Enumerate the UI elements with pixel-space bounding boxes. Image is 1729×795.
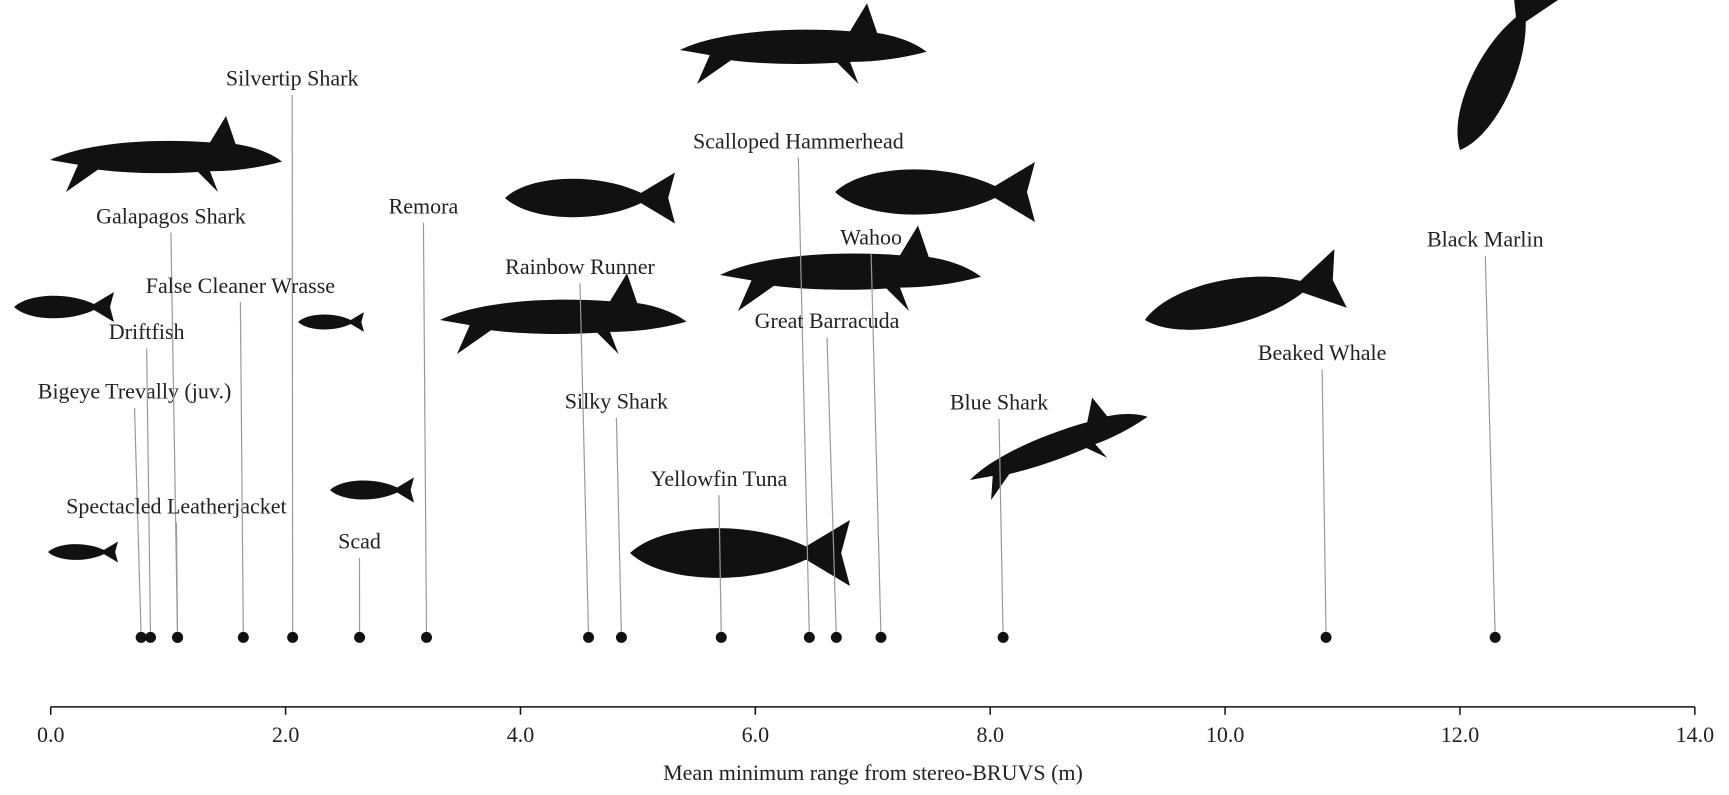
leader-line [999, 419, 1003, 637]
data-point [616, 632, 627, 643]
silhouette [505, 173, 675, 224]
x-axis-title: Mean minimum range from stereo-BRUVS (m) [663, 760, 1083, 785]
silhouette [680, 3, 927, 84]
leader-line [135, 408, 142, 637]
point-label: Yellowfin Tuna [651, 466, 788, 491]
leader-line [176, 523, 177, 638]
point-label: Wahoo [840, 224, 902, 249]
x-tick-label: 0.0 [37, 722, 65, 747]
x-tick-label: 8.0 [976, 722, 1004, 747]
silhouette [835, 162, 1035, 222]
data-point [145, 632, 156, 643]
leader-line [1485, 256, 1495, 638]
data-point [136, 632, 147, 643]
leader-line [580, 283, 589, 637]
data-point [583, 632, 594, 643]
point-label: Silvertip Shark [226, 66, 359, 91]
point-label: Black Marlin [1427, 227, 1544, 252]
data-point [421, 632, 432, 643]
silhouette [48, 542, 118, 563]
point-label: Silky Shark [565, 389, 668, 414]
data-point [716, 632, 727, 643]
leader-line [423, 223, 426, 638]
chart: Mean minimum range from stereo-BRUVS (m)… [0, 0, 1729, 790]
leader-line [798, 158, 809, 638]
point-label: Galapagos Shark [96, 203, 246, 228]
data-point [238, 632, 249, 643]
point-label: Blue Shark [950, 390, 1048, 415]
data-point [1490, 632, 1501, 643]
page: {"chart_data": { "type": "dot-strip", "x… [0, 0, 1729, 790]
data-point [998, 632, 1009, 643]
x-tick-label: 4.0 [507, 722, 535, 747]
data-point [1321, 632, 1332, 643]
silhouette [1436, 0, 1561, 161]
leader-line [616, 418, 621, 637]
point-label: Beaked Whale [1258, 340, 1386, 365]
point-label: Remora [389, 193, 459, 218]
leader-line [1322, 369, 1326, 637]
point-label: Scalloped Hammerhead [693, 128, 904, 153]
data-point [804, 632, 815, 643]
x-tick-label: 10.0 [1206, 722, 1245, 747]
data-point [875, 632, 886, 643]
silhouette [1139, 249, 1347, 349]
silhouette [330, 477, 414, 502]
x-tick-label: 14.0 [1676, 722, 1715, 747]
point-label: Great Barracuda [755, 308, 900, 333]
point-label: Scad [338, 529, 381, 554]
leader-line [827, 337, 836, 637]
point-label: Rainbow Runner [505, 254, 655, 279]
x-tick-label: 2.0 [272, 722, 300, 747]
data-point [287, 632, 298, 643]
silhouette [14, 292, 114, 322]
data-point [831, 632, 842, 643]
silhouette [440, 273, 687, 354]
x-tick-label: 12.0 [1441, 722, 1480, 747]
silhouette [630, 520, 850, 586]
data-point [172, 632, 183, 643]
x-tick-label: 6.0 [742, 722, 770, 747]
leader-line [240, 302, 243, 637]
silhouette [50, 116, 282, 192]
data-point [354, 632, 365, 643]
point-label: False Cleaner Wrasse [146, 273, 335, 298]
silhouette [298, 312, 364, 332]
point-label: Spectacled Leatherjacket [66, 493, 286, 518]
point-label: Bigeye Trevally (juv.) [38, 379, 232, 404]
